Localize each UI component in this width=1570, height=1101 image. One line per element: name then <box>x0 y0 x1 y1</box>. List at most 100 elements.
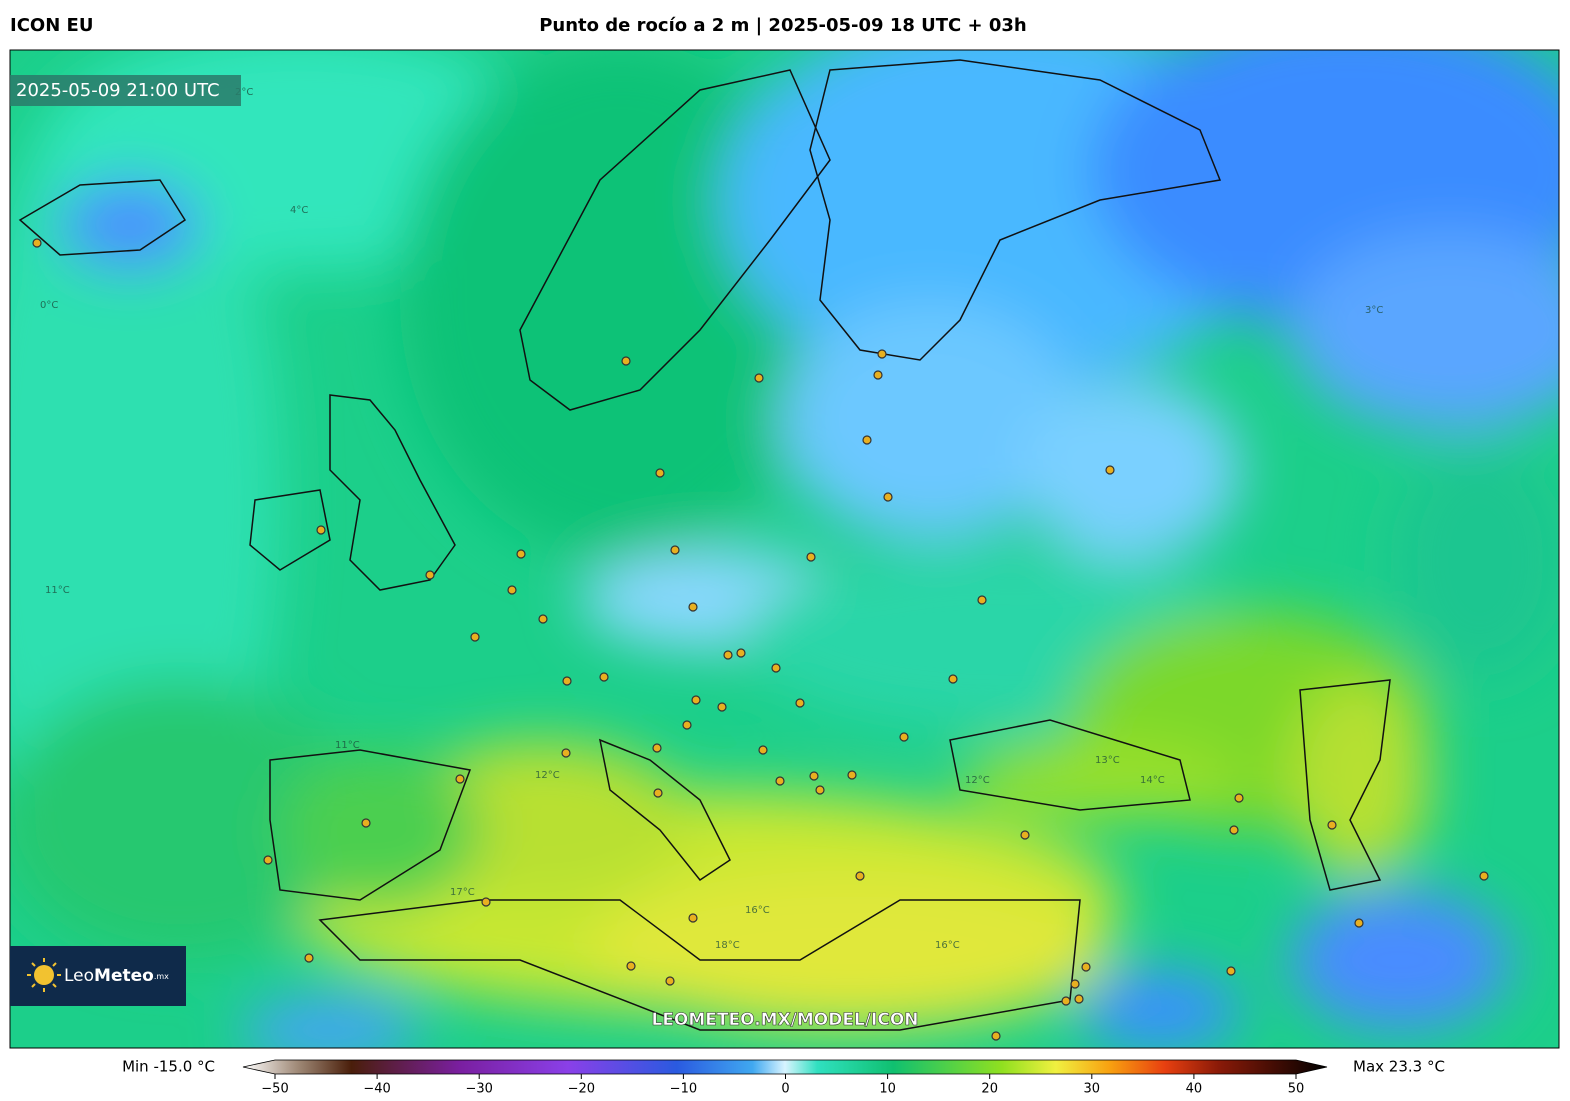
city-marker <box>815 785 825 795</box>
city-marker <box>754 373 764 383</box>
contour-label: 2°C <box>235 87 253 98</box>
city-marker <box>899 732 909 742</box>
city-marker <box>873 370 883 380</box>
city-marker <box>670 545 680 555</box>
colorbar-tick-label: −40 <box>363 1082 390 1097</box>
city-marker <box>717 702 727 712</box>
city-marker <box>862 435 872 445</box>
contour-label: 14°C <box>1140 775 1165 786</box>
city-marker <box>32 238 42 248</box>
city-marker <box>977 595 987 605</box>
contour-labels: 2°C 4°C 0°C 11°C 11°C 12°C 12°C 13°C 14°C 16°C 17°… <box>40 87 1383 951</box>
city-marker <box>1081 962 1091 972</box>
colorbar-tick-label: 0 <box>781 1082 789 1097</box>
city-marker <box>1234 793 1244 803</box>
colorbar-tick-label: −50 <box>261 1082 288 1097</box>
logo-sun <box>27 958 61 992</box>
city-marker <box>991 1031 1001 1041</box>
max-label: Max 23.3 °C <box>1353 1058 1445 1076</box>
logo-light: Leo <box>64 966 94 986</box>
city-marker <box>655 468 665 478</box>
contour-label: 12°C <box>965 775 990 786</box>
city-marker <box>561 748 571 758</box>
coastlines <box>18 59 1391 1031</box>
city-marker <box>653 788 663 798</box>
city-marker <box>1070 979 1080 989</box>
min-label: Min -15.0 °C <box>122 1058 215 1076</box>
city-marker <box>621 356 631 366</box>
city-marker <box>304 953 314 963</box>
city-marker <box>361 818 371 828</box>
time-box <box>10 75 241 106</box>
colorbar <box>242 1059 1328 1075</box>
city-marker <box>1074 994 1084 1004</box>
contour-label: 12°C <box>535 770 560 781</box>
city-marker <box>806 552 816 562</box>
city-marker <box>877 349 887 359</box>
city-marker <box>847 770 857 780</box>
city-marker <box>1061 996 1071 1006</box>
city-marker <box>263 855 273 865</box>
city-marker <box>809 771 819 781</box>
colorbar-tick-label: −10 <box>670 1082 697 1097</box>
map-title: Punto de rocío a 2 m | 2025-05-09 18 UTC… <box>539 15 1027 36</box>
colorbar-tick-label: −20 <box>568 1082 595 1097</box>
city-marker <box>425 570 435 580</box>
contour-label: 0°C <box>40 300 58 311</box>
city-marker <box>1229 825 1239 835</box>
city-marker <box>795 698 805 708</box>
city-marker <box>1354 918 1364 928</box>
city-marker <box>771 663 781 673</box>
city-marker <box>665 976 675 986</box>
valid-time: 2025-05-09 21:00 UTC <box>16 80 220 101</box>
contour-label: 3°C <box>1365 305 1383 316</box>
contour-label: 17°C <box>450 887 475 898</box>
contour-label: 11°C <box>335 740 360 751</box>
city-marker <box>758 745 768 755</box>
colorbar-tick-label: 10 <box>879 1082 896 1097</box>
city-marker <box>688 602 698 612</box>
city-marker <box>682 720 692 730</box>
city-marker <box>562 676 572 686</box>
city-marker <box>736 648 746 658</box>
contour-label: 18°C <box>715 940 740 951</box>
city-marker <box>948 674 958 684</box>
logo-suffix: .mx <box>154 972 169 981</box>
map: 2°C 4°C 0°C 11°C 11°C 12°C 12°C 13°C 14°C 16°C 17°… <box>10 50 1559 1048</box>
colorbar-tick-label: 20 <box>981 1082 998 1097</box>
contour-label: 11°C <box>45 585 70 596</box>
city-marker <box>775 776 785 786</box>
city-marker <box>507 585 517 595</box>
city-marker <box>599 672 609 682</box>
city-marker <box>1226 966 1236 976</box>
contour-label: 16°C <box>745 905 770 916</box>
city-marker <box>855 871 865 881</box>
city-marker <box>455 774 465 784</box>
city-marker <box>1105 465 1115 475</box>
contour-label: 4°C <box>290 205 308 216</box>
city-marker <box>1020 830 1030 840</box>
city-marker <box>688 913 698 923</box>
city-marker <box>691 695 701 705</box>
contour-label: 16°C <box>935 940 960 951</box>
city-marker <box>1479 871 1489 881</box>
city-marker <box>1327 820 1337 830</box>
watermark: LEOMETEO.MX/MODEL/ICON <box>651 1010 918 1030</box>
city-marker <box>652 743 662 753</box>
city-marker <box>883 492 893 502</box>
city-marker <box>516 549 526 559</box>
colorbar-tick-label: 50 <box>1288 1082 1305 1097</box>
map-frame <box>9 49 1560 1049</box>
colorbar-ticks: −50 −40 −30 −20 −10 0 10 20 30 40 50 <box>261 1074 1304 1097</box>
city-marker <box>470 632 480 642</box>
city-marker <box>626 961 636 971</box>
logo-bold: Meteo <box>94 966 154 986</box>
city-marker <box>538 614 548 624</box>
city-marker <box>316 525 326 535</box>
model-name: ICON EU <box>10 15 93 36</box>
colorbar-tick-label: −30 <box>465 1082 492 1097</box>
city-marker <box>481 897 491 907</box>
colorbar-tick-label: 30 <box>1084 1082 1101 1097</box>
logo-text: LeoMeteo.mx <box>64 966 169 986</box>
